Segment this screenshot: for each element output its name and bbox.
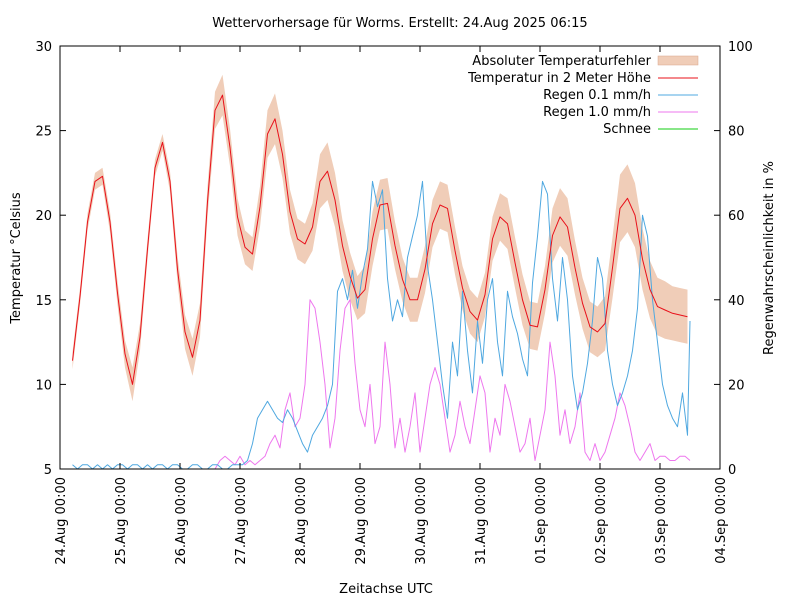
legend-label: Schnee bbox=[603, 122, 651, 137]
x-tick-label: 01.Sep 00:00 bbox=[534, 477, 549, 564]
x-axis-label: Zeitachse UTC bbox=[339, 582, 433, 597]
x-tick-label: 04.Sep 00:00 bbox=[714, 477, 729, 564]
legend-label: Absoluter Temperaturfehler bbox=[472, 54, 651, 69]
temperature-error-band-layer bbox=[72, 74, 688, 402]
y-axis-ticks: 5 10 15 20 25 30 bbox=[35, 40, 66, 478]
temperature-error-band bbox=[72, 74, 688, 402]
chart-title: Wettervorhersage für Worms. Erstellt: 24… bbox=[212, 16, 587, 31]
legend-label: Temperatur in 2 Meter Höhe bbox=[467, 71, 651, 86]
x-axis-ticks: 24.Aug 00:00 25.Aug 00:00 26.Aug 00:00 27.A… bbox=[54, 46, 729, 565]
x-tick-label: 30.Aug 00:00 bbox=[414, 477, 429, 565]
x-tick-label: 27.Aug 00:00 bbox=[234, 477, 249, 565]
y-tick-label: 25 bbox=[35, 125, 52, 140]
plot-frame bbox=[59, 45, 721, 470]
legend: Absoluter Temperaturfehler Temperatur in … bbox=[467, 54, 699, 137]
x-tick-label: 28.Aug 00:00 bbox=[294, 477, 309, 565]
y-tick-label: 20 bbox=[35, 209, 52, 224]
rain-0-1-series-line bbox=[72, 180, 691, 470]
y-axis-label: Temperatur °Celsius bbox=[9, 192, 24, 325]
x-tick-label: 29.Aug 00:00 bbox=[354, 477, 369, 565]
x-tick-label: 03.Sep 00:00 bbox=[654, 477, 669, 564]
rain-1-0-series-line bbox=[214, 299, 691, 470]
x-tick-label: 02.Sep 00:00 bbox=[594, 477, 609, 564]
y-tick-label: 15 bbox=[35, 294, 52, 309]
y2-tick-label: 0 bbox=[728, 463, 736, 478]
temperature-series-line bbox=[72, 94, 688, 385]
y-tick-label: 30 bbox=[35, 40, 52, 55]
y-tick-label: 5 bbox=[44, 463, 52, 478]
legend-label: Regen 0.1 mm/h bbox=[543, 88, 651, 103]
y2-tick-label: 40 bbox=[728, 294, 745, 309]
y-tick-label: 10 bbox=[35, 378, 52, 393]
y2-axis-ticks: 0 20 40 60 80 100 bbox=[714, 40, 753, 478]
y2-tick-label: 80 bbox=[728, 125, 745, 140]
y2-axis-label: Regenwahrscheinlichkeit in % bbox=[762, 161, 777, 355]
y2-tick-label: 20 bbox=[728, 378, 745, 393]
x-tick-label: 24.Aug 00:00 bbox=[54, 477, 69, 565]
series-layer bbox=[72, 94, 691, 470]
legend-label: Regen 1.0 mm/h bbox=[543, 105, 651, 120]
x-tick-label: 25.Aug 00:00 bbox=[114, 477, 129, 565]
x-tick-label: 26.Aug 00:00 bbox=[174, 477, 189, 565]
y2-tick-label: 60 bbox=[728, 209, 745, 224]
x-tick-label: 31.Aug 00:00 bbox=[474, 477, 489, 565]
y2-tick-label: 100 bbox=[728, 40, 753, 55]
legend-swatch-band bbox=[657, 55, 699, 66]
